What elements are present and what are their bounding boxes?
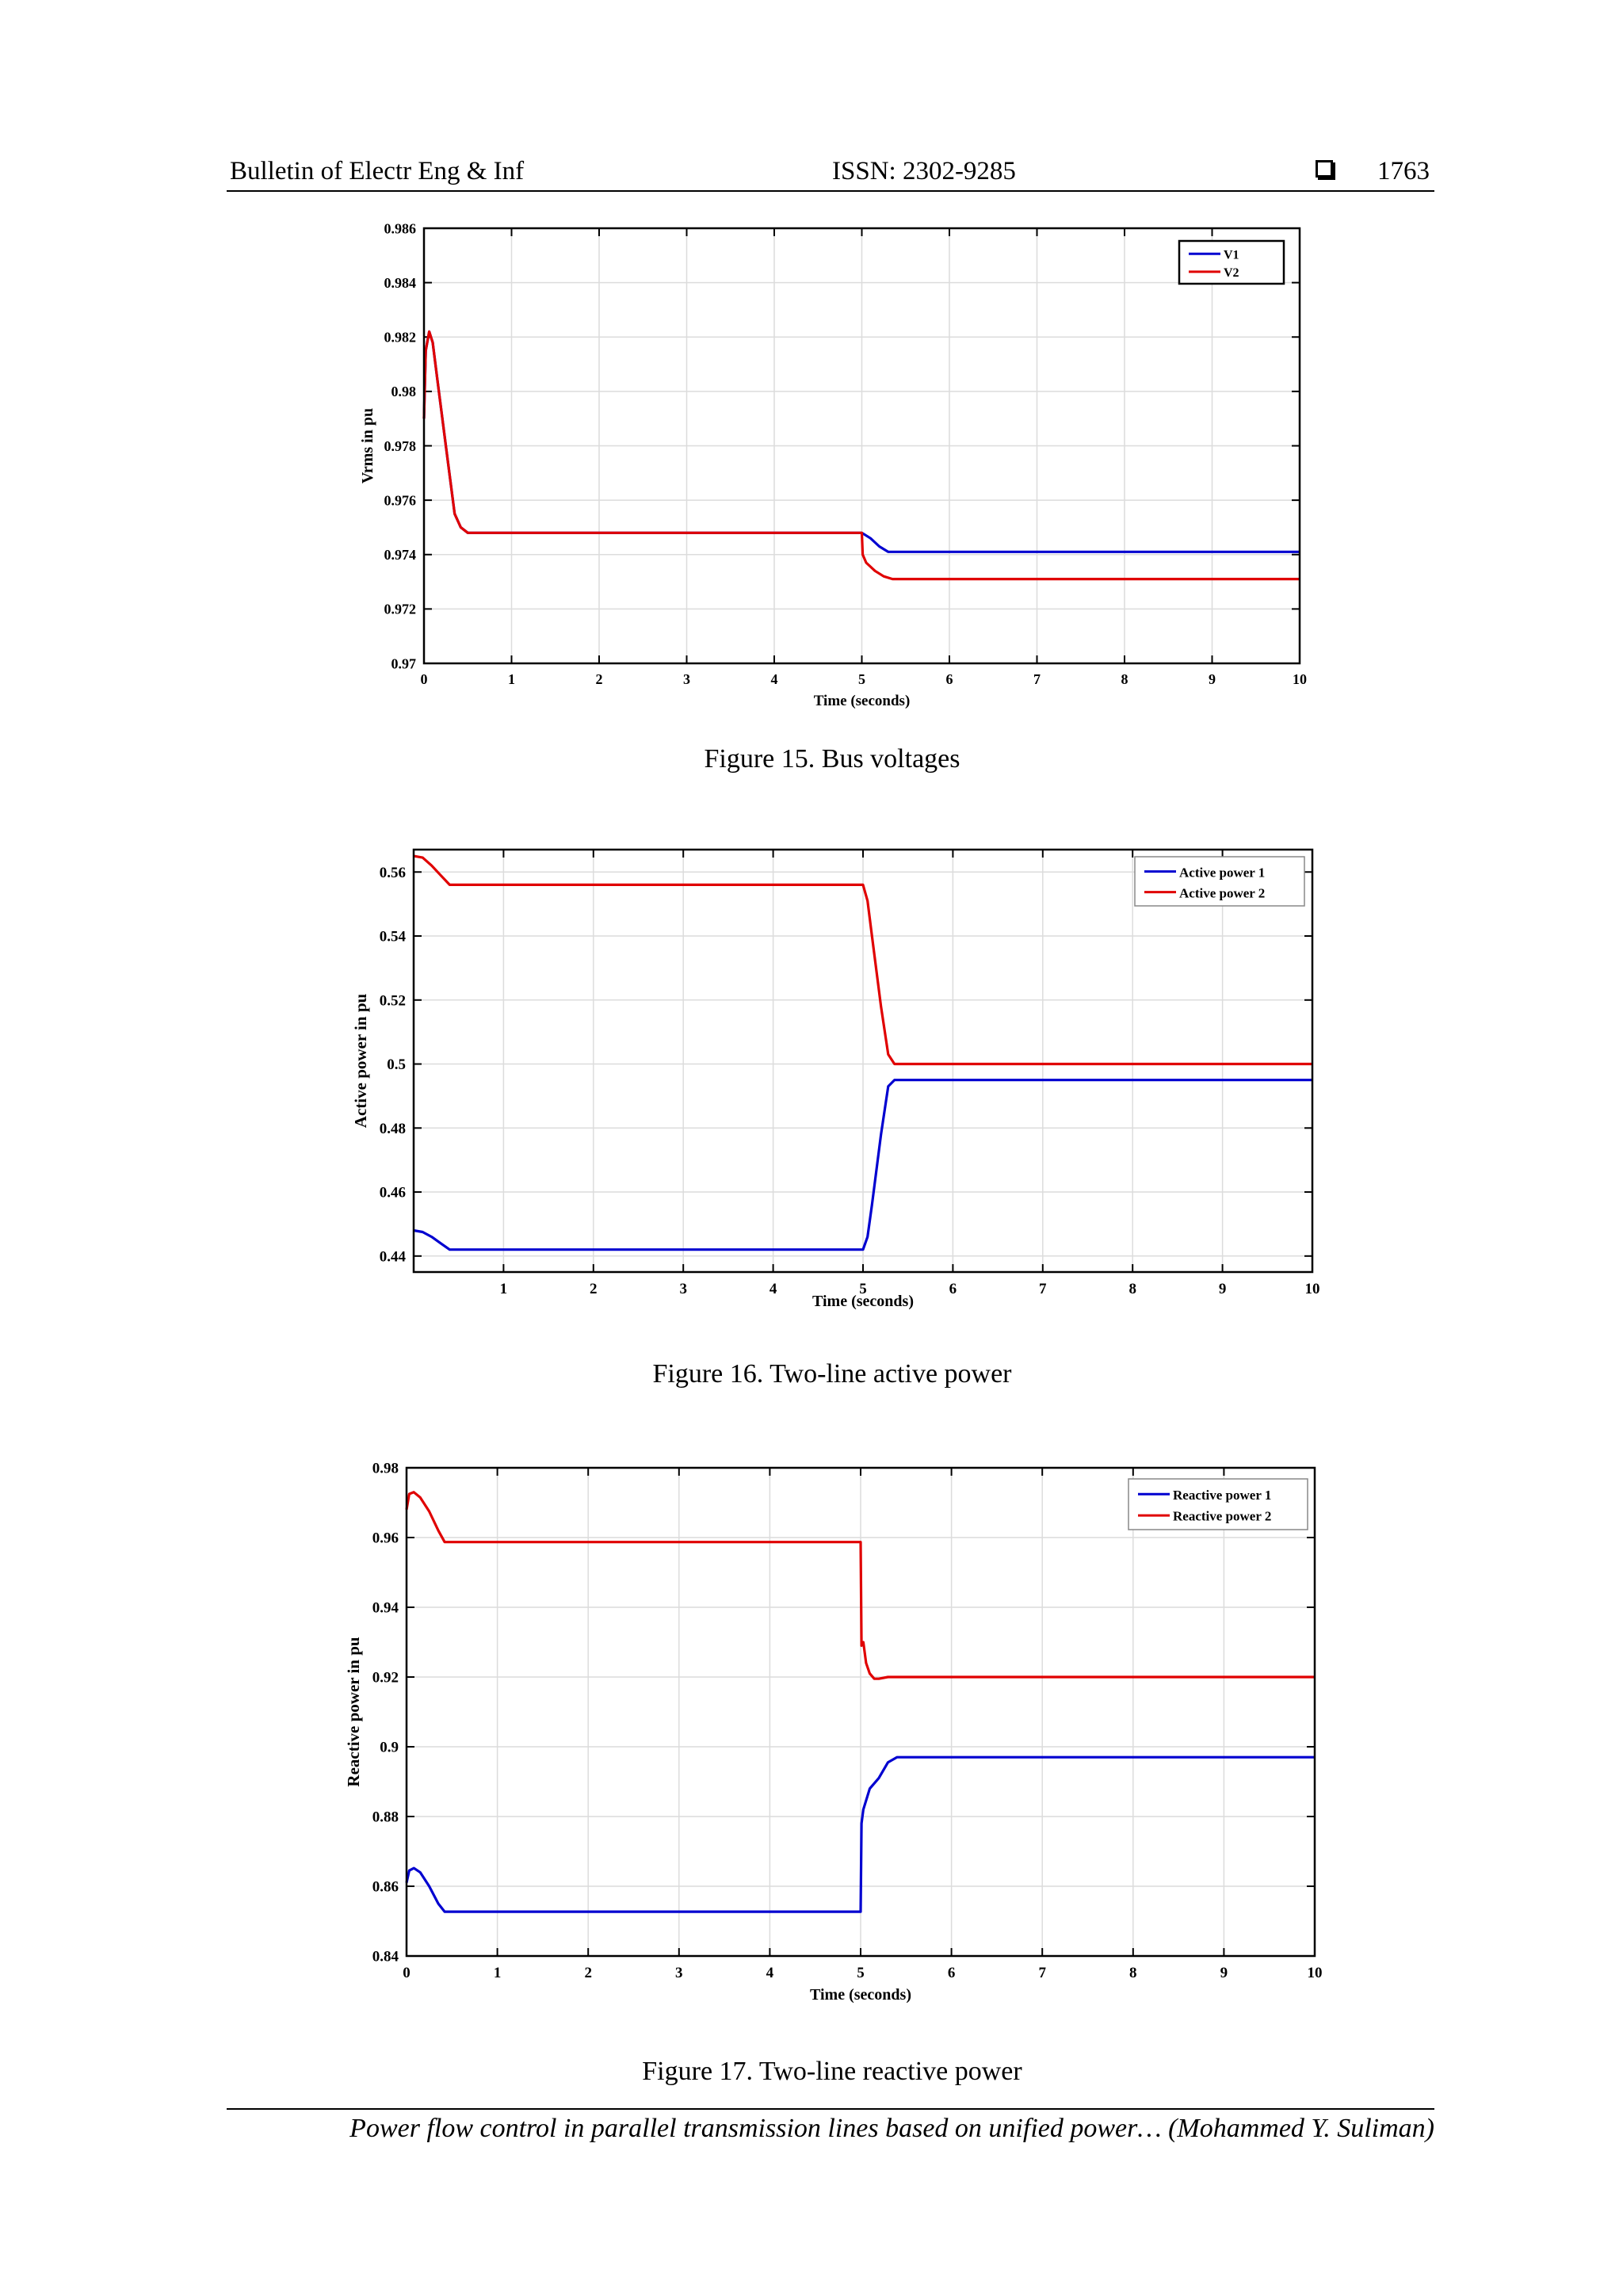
y-tick-label: 0.86 (372, 1879, 399, 1896)
x-tick-label: 10 (1305, 1281, 1320, 1297)
y-axis-label: Active power in pu (351, 994, 370, 1129)
x-tick-label: 3 (675, 1965, 683, 1981)
x-tick-label: 5 (858, 671, 865, 687)
x-tick-label: 6 (948, 1965, 956, 1981)
figure-17-caption: Figure 17. Two-line reactive power (642, 2057, 1022, 2086)
plot-frame (412, 848, 1314, 1274)
x-tick-label: 1 (494, 1965, 502, 1981)
y-tick-label: 0.976 (384, 492, 417, 508)
x-tick-label: 10 (1293, 671, 1307, 687)
y-tick-label: 0.56 (380, 865, 406, 881)
header-rule (227, 190, 1434, 192)
y-tick-label: 0.9 (380, 1740, 399, 1756)
legend-box (1134, 856, 1305, 907)
page-number: 1763 (1377, 157, 1430, 185)
series-line-2 (413, 854, 1312, 1066)
x-tick-label: 2 (596, 671, 603, 687)
x-tick-label: 2 (584, 1965, 592, 1981)
x-tick-label: 9 (1209, 671, 1216, 687)
active-power-chart: 1 2 3 4 5 6 7 8 9 10 0.44 0.46 0.48 0.5 0.52 0.54 0.56 Ti… (351, 848, 1320, 1310)
x-tick-label: 9 (1219, 1281, 1227, 1297)
x-tick-label: 8 (1121, 671, 1128, 687)
legend-box (1178, 239, 1285, 285)
footer-rule (227, 2108, 1434, 2110)
y-tick-label: 0.92 (372, 1670, 399, 1687)
y-tick-label: 0.46 (380, 1185, 406, 1201)
x-tick-label: 1 (500, 1281, 508, 1297)
bus-voltage-chart: 0 1 2 3 4 5 6 7 8 9 10 0.97 0.972 0.974 0.976 0.978 0.98… (359, 220, 1307, 709)
x-tick-label: 8 (1128, 1281, 1136, 1297)
y-tick-label: 0.982 (384, 330, 417, 346)
y-tick-label: 0.54 (380, 929, 407, 946)
y-tick-label: 0.5 (387, 1056, 406, 1073)
series-line-2 (405, 1491, 1315, 1680)
plot-frame (422, 227, 1301, 665)
footer-citation: Power flow control in parallel transmiss… (349, 2114, 1434, 2143)
x-tick-label: 6 (949, 1281, 957, 1297)
x-tick-label: 4 (771, 671, 778, 687)
y-tick-label: 0.44 (380, 1248, 407, 1265)
journal-name: Bulletin of Electr Eng & Inf (230, 157, 525, 185)
y-tick-label: 0.96 (372, 1530, 399, 1547)
legend-label-2: Active power 2 (1179, 885, 1265, 900)
x-tick-label: 5 (857, 1965, 865, 1981)
x-tick-label: 0 (421, 671, 428, 687)
x-axis-label: Time (seconds) (814, 693, 911, 709)
x-tick-label: 5 (859, 1281, 867, 1297)
y-tick-label: 0.972 (384, 602, 417, 617)
y-tick-label: 0.84 (372, 1949, 399, 1966)
y-tick-label: 0.98 (391, 384, 417, 399)
figure-16-caption: Figure 16. Two-line active power (652, 1359, 1012, 1389)
legend-label-2: V2 (1224, 266, 1239, 280)
y-tick-label: 0.94 (372, 1600, 399, 1617)
y-tick-label: 0.97 (391, 655, 417, 671)
series-line-1 (413, 1079, 1312, 1251)
x-tick-label: 2 (590, 1281, 598, 1297)
x-axis-label: Time (seconds) (812, 1293, 914, 1310)
legend-label-1: V1 (1224, 249, 1239, 262)
reactive-power-chart: 0 1 2 3 4 5 6 7 8 9 10 0.84 0.86 0.88 0.9 0.92 0.94 0.96 0… (344, 1461, 1323, 2004)
x-tick-label: 9 (1220, 1965, 1228, 1981)
y-tick-label: 0.986 (384, 220, 417, 236)
square-bullet-icon (1316, 160, 1333, 178)
y-tick-label: 0.52 (380, 992, 406, 1009)
x-tick-label: 0 (403, 1965, 411, 1981)
plot-frame (405, 1466, 1316, 1958)
x-tick-label: 10 (1308, 1965, 1323, 1981)
x-axis-label: Time (seconds) (810, 1986, 911, 2004)
y-tick-label: 0.984 (384, 275, 417, 291)
issn: ISSN: 2302-9285 (832, 157, 1016, 185)
legend-label-2: Reactive power 2 (1173, 1509, 1271, 1524)
y-axis-label: Vrms in pu (359, 408, 376, 483)
legend-box (1128, 1478, 1308, 1530)
series-line-2 (422, 330, 1300, 581)
legend-label-1: Active power 1 (1179, 865, 1265, 880)
x-tick-label: 7 (1038, 1965, 1046, 1981)
x-tick-label: 6 (946, 671, 953, 687)
legend-label-1: Reactive power 1 (1173, 1488, 1271, 1503)
y-tick-label: 0.974 (384, 547, 417, 563)
x-tick-label: 4 (769, 1281, 777, 1297)
figure-15-caption: Figure 15. Bus voltages (704, 744, 960, 774)
y-tick-label: 0.48 (380, 1121, 406, 1137)
y-tick-label: 0.98 (372, 1461, 399, 1477)
x-tick-label: 7 (1033, 671, 1041, 687)
y-tick-label: 0.978 (384, 438, 417, 454)
x-tick-label: 8 (1129, 1965, 1137, 1981)
x-tick-label: 1 (508, 671, 515, 687)
x-tick-label: 4 (766, 1965, 774, 1981)
y-tick-label: 0.88 (372, 1809, 399, 1826)
y-axis-label: Reactive power in pu (344, 1637, 363, 1787)
x-tick-label: 7 (1039, 1281, 1047, 1297)
x-tick-label: 3 (683, 671, 690, 687)
series-line-1 (405, 1755, 1315, 1913)
x-tick-label: 3 (679, 1281, 687, 1297)
